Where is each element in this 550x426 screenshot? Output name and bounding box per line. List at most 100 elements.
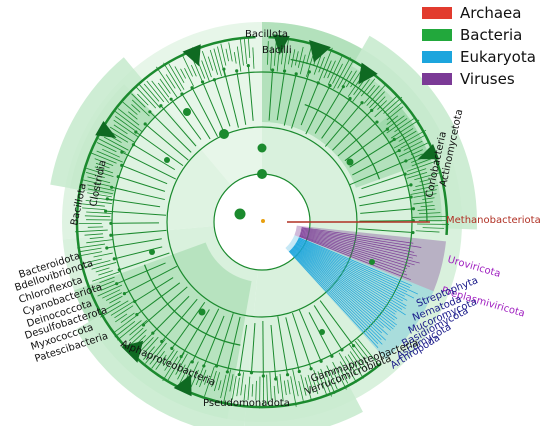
inner-branch bbox=[203, 315, 225, 367]
leaf-branch bbox=[143, 346, 155, 360]
leaf-branch bbox=[129, 329, 147, 346]
virus-branch bbox=[299, 235, 408, 276]
leaf-branch bbox=[386, 101, 404, 116]
eukaryota-branch bbox=[298, 237, 412, 286]
leaf-branch bbox=[204, 366, 215, 397]
root-node bbox=[234, 208, 246, 220]
inner-branch bbox=[105, 210, 167, 216]
leaf-branch bbox=[398, 142, 429, 157]
leaf-branch bbox=[218, 380, 222, 391]
leaf-branch bbox=[209, 49, 219, 75]
branch-node bbox=[151, 331, 155, 335]
inner-branch bbox=[170, 98, 202, 140]
leaf-branch bbox=[307, 374, 314, 393]
inner-branch bbox=[191, 308, 220, 363]
eukaryota-branch bbox=[296, 241, 407, 307]
eukaryota-branch bbox=[291, 248, 383, 334]
leaf-branch bbox=[86, 172, 105, 179]
leaf-branch bbox=[80, 258, 102, 265]
branch-node bbox=[392, 137, 396, 141]
eukaryota-branch bbox=[290, 249, 386, 341]
inner-branch bbox=[349, 160, 407, 186]
leaf-branch bbox=[95, 162, 110, 169]
clade-label-bacilli: Bacilli bbox=[262, 45, 292, 56]
virus-branch bbox=[301, 228, 411, 249]
inner-branch bbox=[313, 305, 343, 351]
leaf-branch bbox=[287, 379, 291, 395]
leaf-branch bbox=[347, 354, 364, 379]
inner-branch bbox=[332, 110, 373, 151]
branch-node bbox=[285, 373, 290, 377]
eukaryota-branch bbox=[296, 242, 406, 309]
leaf-branch bbox=[138, 83, 161, 109]
branch-node bbox=[348, 96, 352, 101]
leaf-branch bbox=[290, 376, 297, 407]
inner-branch bbox=[358, 228, 414, 234]
leaf-branch bbox=[390, 119, 420, 139]
leaf-branch bbox=[129, 319, 148, 336]
origin-node bbox=[261, 219, 265, 223]
branch-node bbox=[330, 354, 334, 358]
branch-node bbox=[202, 364, 206, 368]
leaf-branch bbox=[422, 197, 435, 200]
leaf-branch bbox=[273, 42, 277, 66]
virus-branch bbox=[300, 232, 415, 266]
leaf-branch bbox=[349, 344, 368, 371]
leaf-branch bbox=[174, 66, 185, 84]
leaf-branch bbox=[93, 252, 113, 258]
inner-branch bbox=[277, 316, 289, 375]
branch-node bbox=[109, 221, 113, 225]
leaf-branch bbox=[157, 82, 170, 98]
branch-node bbox=[370, 108, 374, 112]
inner-branch bbox=[276, 70, 286, 121]
leaf-branch bbox=[255, 380, 257, 401]
leaf-branch bbox=[283, 380, 287, 396]
inner-branch bbox=[213, 79, 231, 127]
leaf-branch bbox=[190, 64, 197, 77]
leaf-branch bbox=[211, 370, 217, 388]
branch-node bbox=[375, 120, 379, 124]
internal-node bbox=[369, 259, 375, 265]
leaf-branch bbox=[269, 372, 272, 401]
eukaryota-branch bbox=[291, 247, 384, 329]
leaf-branch bbox=[240, 372, 244, 396]
eukaryota-branch bbox=[288, 251, 379, 349]
branch-node bbox=[294, 72, 298, 76]
virus-branch bbox=[301, 227, 414, 244]
leaf-branch bbox=[374, 96, 398, 118]
leaf-branch bbox=[326, 365, 338, 390]
branch-node bbox=[105, 246, 109, 250]
leaf-branch bbox=[300, 374, 307, 396]
leaf-branch bbox=[279, 373, 284, 402]
leaf-branch bbox=[204, 375, 209, 385]
arc-actino bbox=[290, 58, 428, 223]
leaf-branch bbox=[312, 378, 319, 395]
collapsed-clade-wedge bbox=[121, 340, 144, 363]
legend-swatch-eukaryota bbox=[422, 51, 452, 63]
branch-node bbox=[148, 110, 152, 114]
leaf-branch bbox=[394, 118, 415, 133]
leaf-branch bbox=[317, 371, 328, 396]
leaf-branch bbox=[100, 283, 117, 291]
leaf-branch bbox=[143, 336, 159, 355]
inner-branch bbox=[291, 71, 310, 129]
leaf-branch bbox=[338, 352, 357, 383]
leaf-branch bbox=[127, 111, 138, 120]
internal-node bbox=[257, 169, 267, 179]
leaf-branch bbox=[102, 289, 121, 299]
inner-branch bbox=[250, 323, 256, 373]
inner-branch bbox=[118, 176, 166, 192]
eukaryota-branch bbox=[293, 246, 397, 326]
leaf-branch bbox=[280, 44, 285, 65]
internal-node bbox=[149, 249, 155, 255]
leaf-branch bbox=[331, 369, 340, 384]
leaf-branch bbox=[266, 374, 268, 405]
internal-node bbox=[198, 308, 206, 316]
leaf-branch bbox=[233, 51, 237, 64]
leaf-branch bbox=[337, 59, 355, 89]
eukaryota-branch bbox=[295, 242, 403, 310]
legend-swatch-archaea bbox=[422, 7, 452, 19]
eukaryota-branch bbox=[291, 248, 388, 335]
band-gamma-outer bbox=[244, 385, 363, 426]
